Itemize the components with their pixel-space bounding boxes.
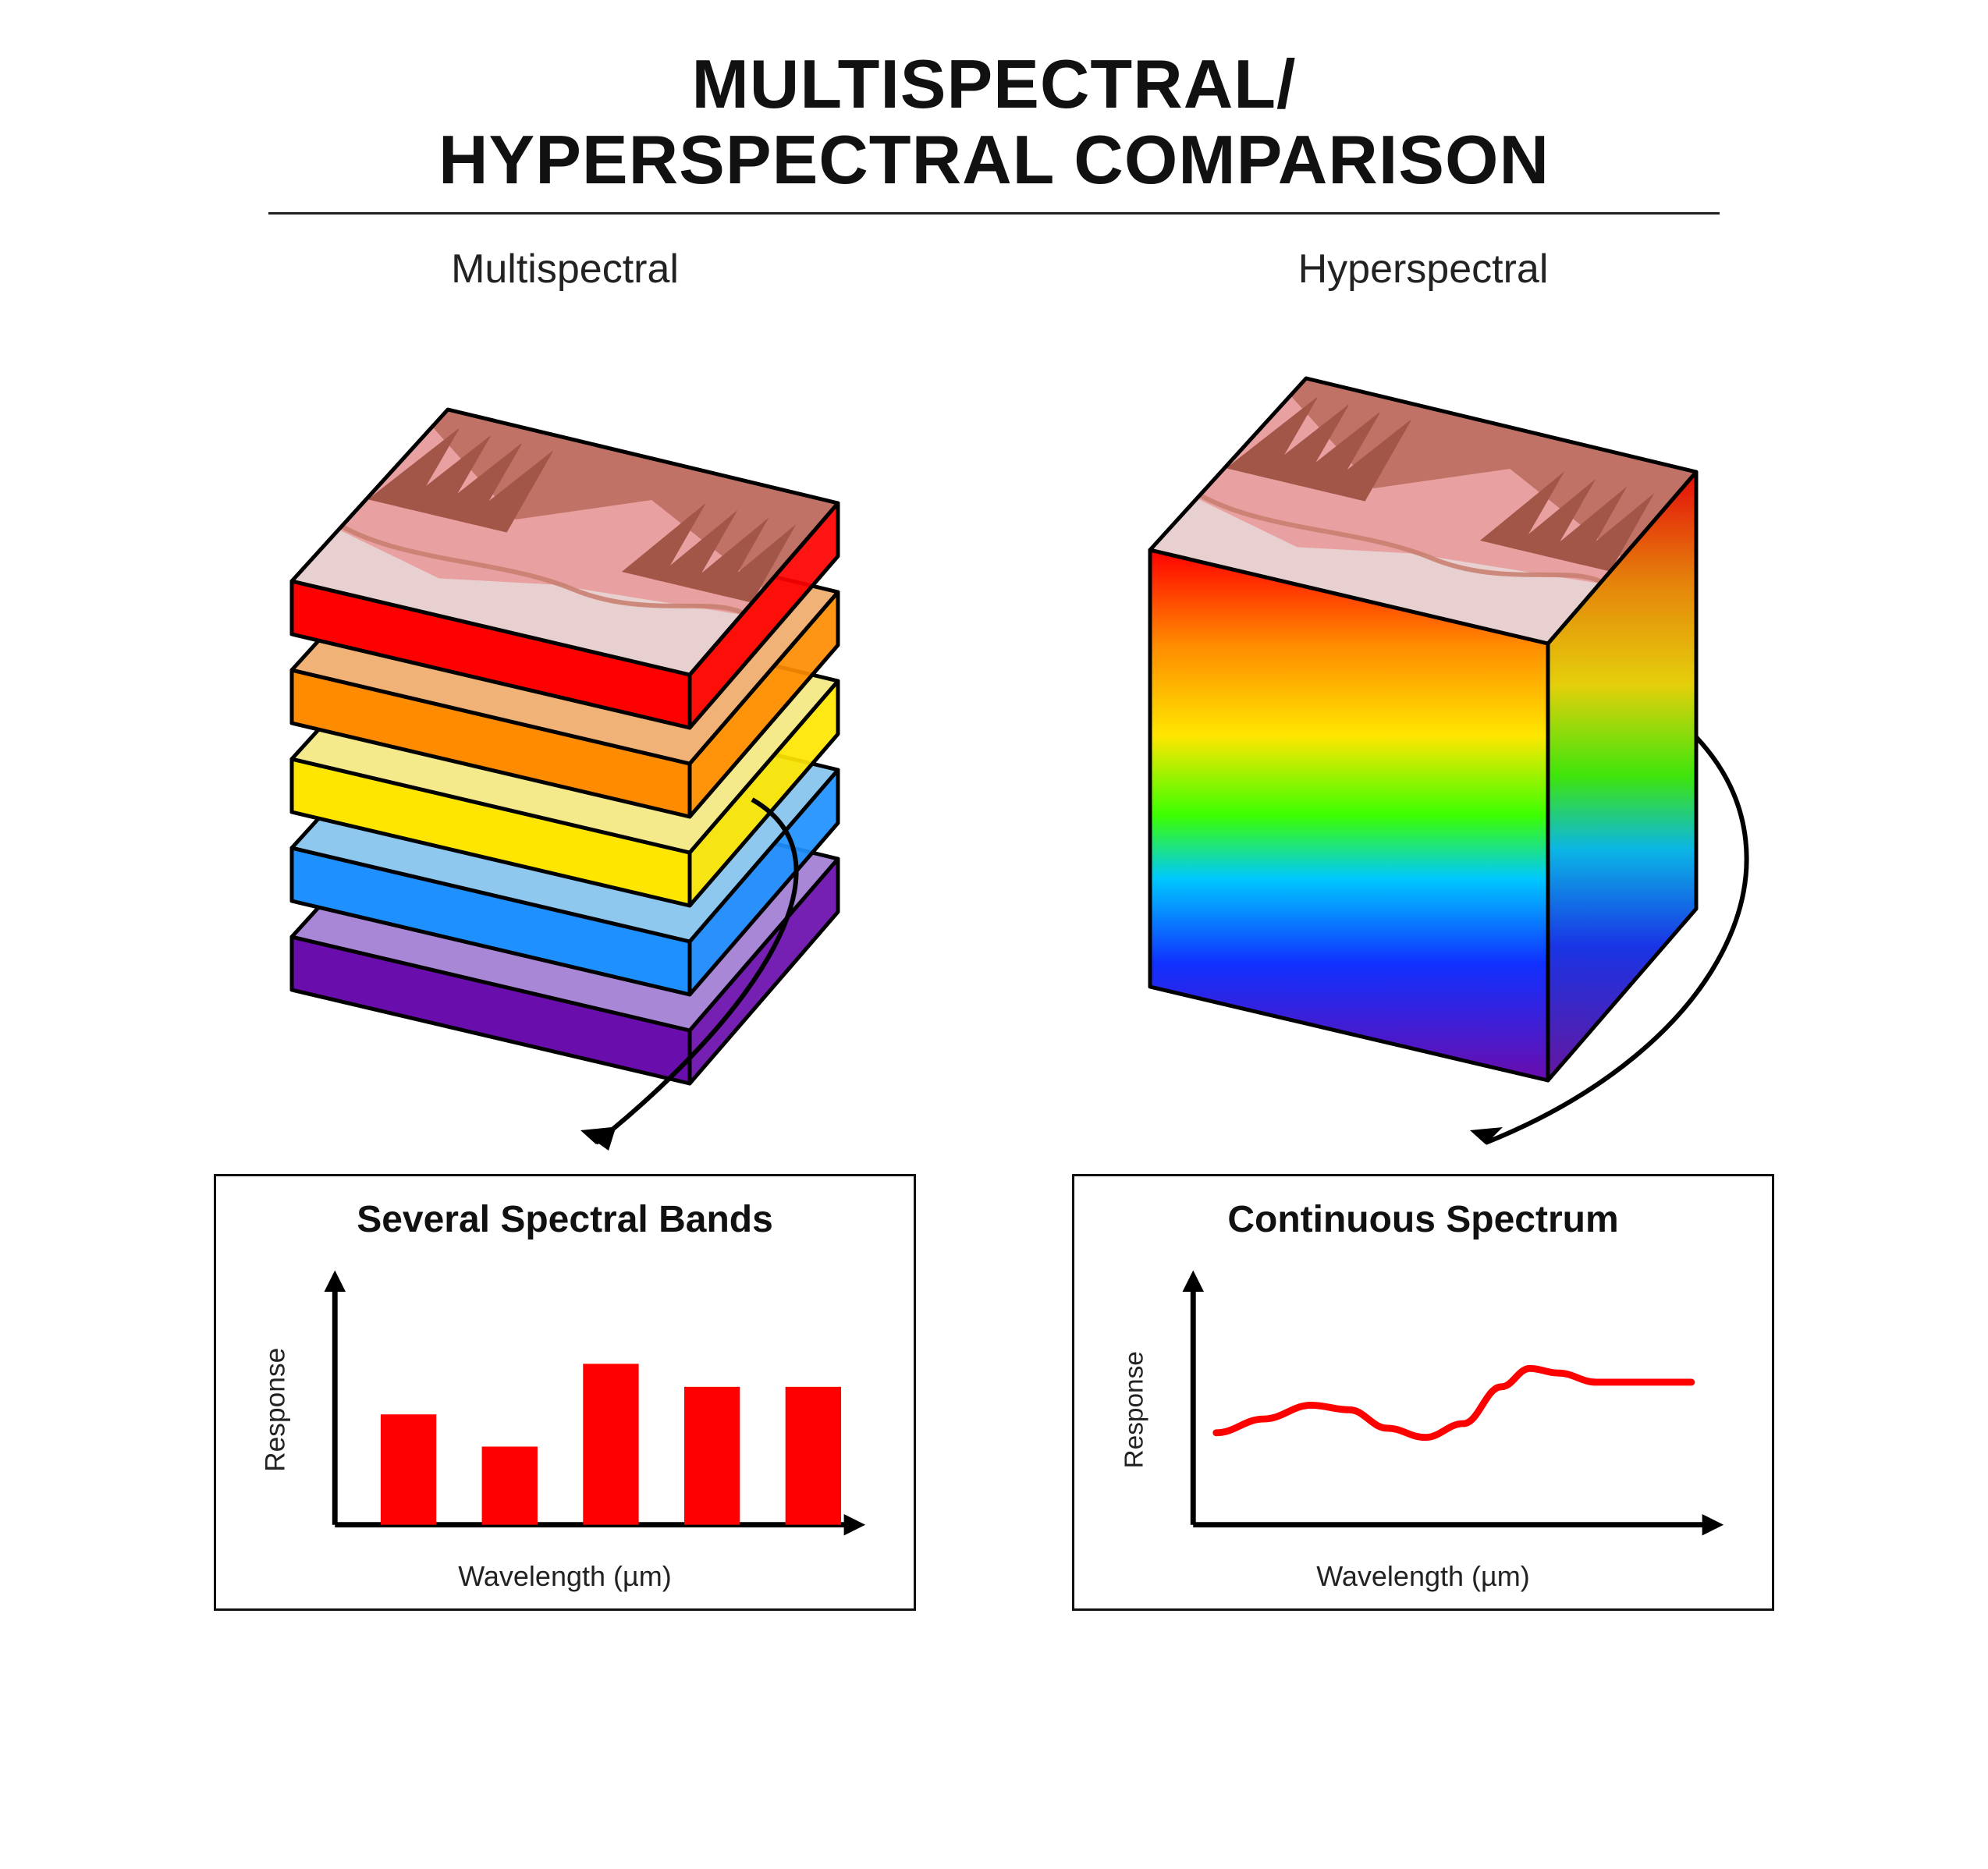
- title-line-2: HYPERSPECTRAL COMPARISON: [438, 121, 1550, 198]
- title-rule: [268, 212, 1720, 215]
- hyperspectral-cube: [1049, 316, 1798, 1158]
- left-chart-svg: Response: [245, 1249, 885, 1555]
- multispectral-svg: [190, 316, 939, 1158]
- title-line-1: MULTISPECTRAL/: [692, 45, 1297, 122]
- right-column: Hyperspectral Continuous Spectrum Respon…: [1049, 246, 1798, 1611]
- columns: Multispectral Several Spectral Bands Res…: [125, 246, 1863, 1611]
- svg-text:Response: Response: [1120, 1351, 1148, 1468]
- page-title: MULTISPECTRAL/ HYPERSPECTRAL COMPARISON: [125, 47, 1863, 198]
- right-label: Hyperspectral: [1298, 246, 1549, 293]
- right-chart-svg: Response: [1103, 1249, 1743, 1555]
- right-chart-box: Continuous Spectrum Response Wavelength …: [1072, 1174, 1774, 1611]
- left-chart-box: Several Spectral Bands Response Waveleng…: [214, 1174, 916, 1611]
- right-x-label: Wavelength (µm): [1316, 1560, 1529, 1593]
- left-x-label: Wavelength (µm): [458, 1560, 671, 1593]
- svg-text:Response: Response: [260, 1347, 290, 1471]
- left-label: Multispectral: [451, 246, 679, 293]
- multispectral-cube: [190, 316, 939, 1158]
- left-chart-title: Several Spectral Bands: [357, 1198, 773, 1241]
- right-chart-title: Continuous Spectrum: [1227, 1198, 1618, 1241]
- left-column: Multispectral Several Spectral Bands Res…: [190, 246, 939, 1611]
- hyperspectral-svg: [1049, 316, 1798, 1158]
